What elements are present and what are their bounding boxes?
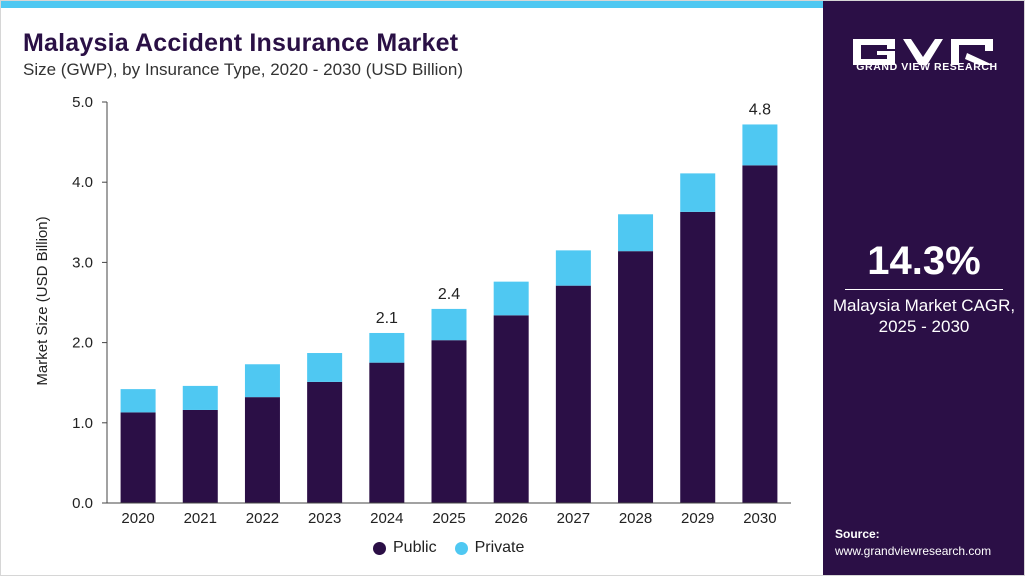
bar-public-2027	[555, 285, 591, 503]
source-url: www.grandviewresearch.com	[835, 544, 992, 558]
legend-item-public: Public	[373, 539, 437, 557]
info-sidebar: GRAND VIEW RESEARCH 14.3% Malaysia Marke…	[823, 1, 1024, 575]
x-tick-label-2028: 2028	[619, 510, 652, 527]
cagr-label-line2: 2025 - 2030	[878, 317, 970, 336]
bar-private-2028	[618, 214, 654, 252]
bar-private-2021	[182, 385, 218, 410]
x-tick-label-2024: 2024	[370, 510, 403, 527]
x-tick-label-2030: 2030	[743, 510, 776, 527]
bar-chart: 0.01.02.03.04.05.0 2020 2021 2022 2023 2024 2…	[34, 94, 791, 527]
bar-public-2024	[369, 362, 405, 503]
cagr-divider	[845, 289, 1003, 290]
x-axis: 2020 2021 2022 2023 2024 2025 2026 2027 2028 2029…	[107, 502, 791, 527]
data-label-2024: 2.1	[376, 310, 398, 327]
bar-public-2021	[182, 409, 218, 503]
bar-private-2026	[493, 281, 529, 316]
bar-private-2027	[555, 250, 591, 286]
cagr-label-line1: Malaysia Market CAGR,	[832, 296, 1016, 315]
x-tick-label-2029: 2029	[681, 510, 714, 527]
x-tick-label-2023: 2023	[308, 510, 341, 527]
chart-subtitle: Size (GWP), by Insurance Type, 2020 - 20…	[23, 60, 463, 79]
y-tick-label: 2.0	[72, 335, 93, 352]
bar-public-2026	[493, 315, 529, 503]
y-axis-label: Market Size (USD Billion)	[34, 216, 51, 385]
data-labels: 2.1 2.4 4.8	[376, 101, 771, 327]
legend-item-private: Private	[454, 539, 525, 557]
data-label-2030: 4.8	[749, 101, 771, 118]
bar-public-2025	[431, 340, 467, 503]
x-tick-label-2026: 2026	[494, 510, 527, 527]
legend: Public Private	[373, 539, 542, 557]
x-tick-label-2021: 2021	[184, 510, 217, 527]
x-tick-label-2027: 2027	[557, 510, 590, 527]
cagr-label: Malaysia Market CAGR, 2025 - 2030	[823, 295, 1024, 337]
bars	[120, 124, 778, 503]
chart-title: Malaysia Accident Insurance Market	[23, 29, 459, 57]
bar-private-2029	[680, 173, 716, 212]
y-tick-label: 3.0	[72, 254, 93, 271]
bar-private-2024	[369, 332, 405, 363]
legend-swatch-public	[373, 541, 386, 555]
bar-public-2022	[244, 397, 280, 503]
bar-private-2020	[120, 389, 156, 413]
bar-private-2025	[431, 308, 467, 341]
data-label-2025: 2.4	[438, 286, 460, 303]
x-tick-label-2025: 2025	[432, 510, 465, 527]
x-tick-label-2022: 2022	[246, 510, 279, 527]
bar-public-2030	[742, 165, 778, 503]
source-label: Source:	[835, 527, 880, 541]
y-tick-label: 4.0	[72, 174, 93, 191]
bar-public-2029	[680, 211, 716, 503]
y-axis: 0.0 1.0 2.0 3.0 4.0 5.0	[72, 94, 108, 512]
legend-label-public: Public	[393, 539, 437, 556]
bar-private-2023	[307, 353, 343, 382]
grand-view-research-logo	[853, 39, 993, 65]
legend-swatch-private	[454, 541, 468, 555]
bar-public-2023	[307, 381, 343, 503]
cagr-value: 14.3%	[867, 239, 981, 283]
legend-label-private: Private	[474, 539, 525, 556]
bar-public-2028	[618, 251, 654, 503]
brand-name: GRAND VIEW RESEARCH	[856, 61, 998, 73]
bar-private-2022	[244, 364, 280, 398]
bar-public-2020	[120, 412, 156, 503]
top-accent-bar	[1, 1, 823, 8]
x-tick-label-2020: 2020	[121, 510, 154, 527]
y-tick-label: 0.0	[72, 495, 93, 512]
y-tick-label: 5.0	[72, 94, 93, 111]
y-tick-label: 1.0	[72, 415, 93, 432]
bar-private-2030	[742, 124, 778, 166]
